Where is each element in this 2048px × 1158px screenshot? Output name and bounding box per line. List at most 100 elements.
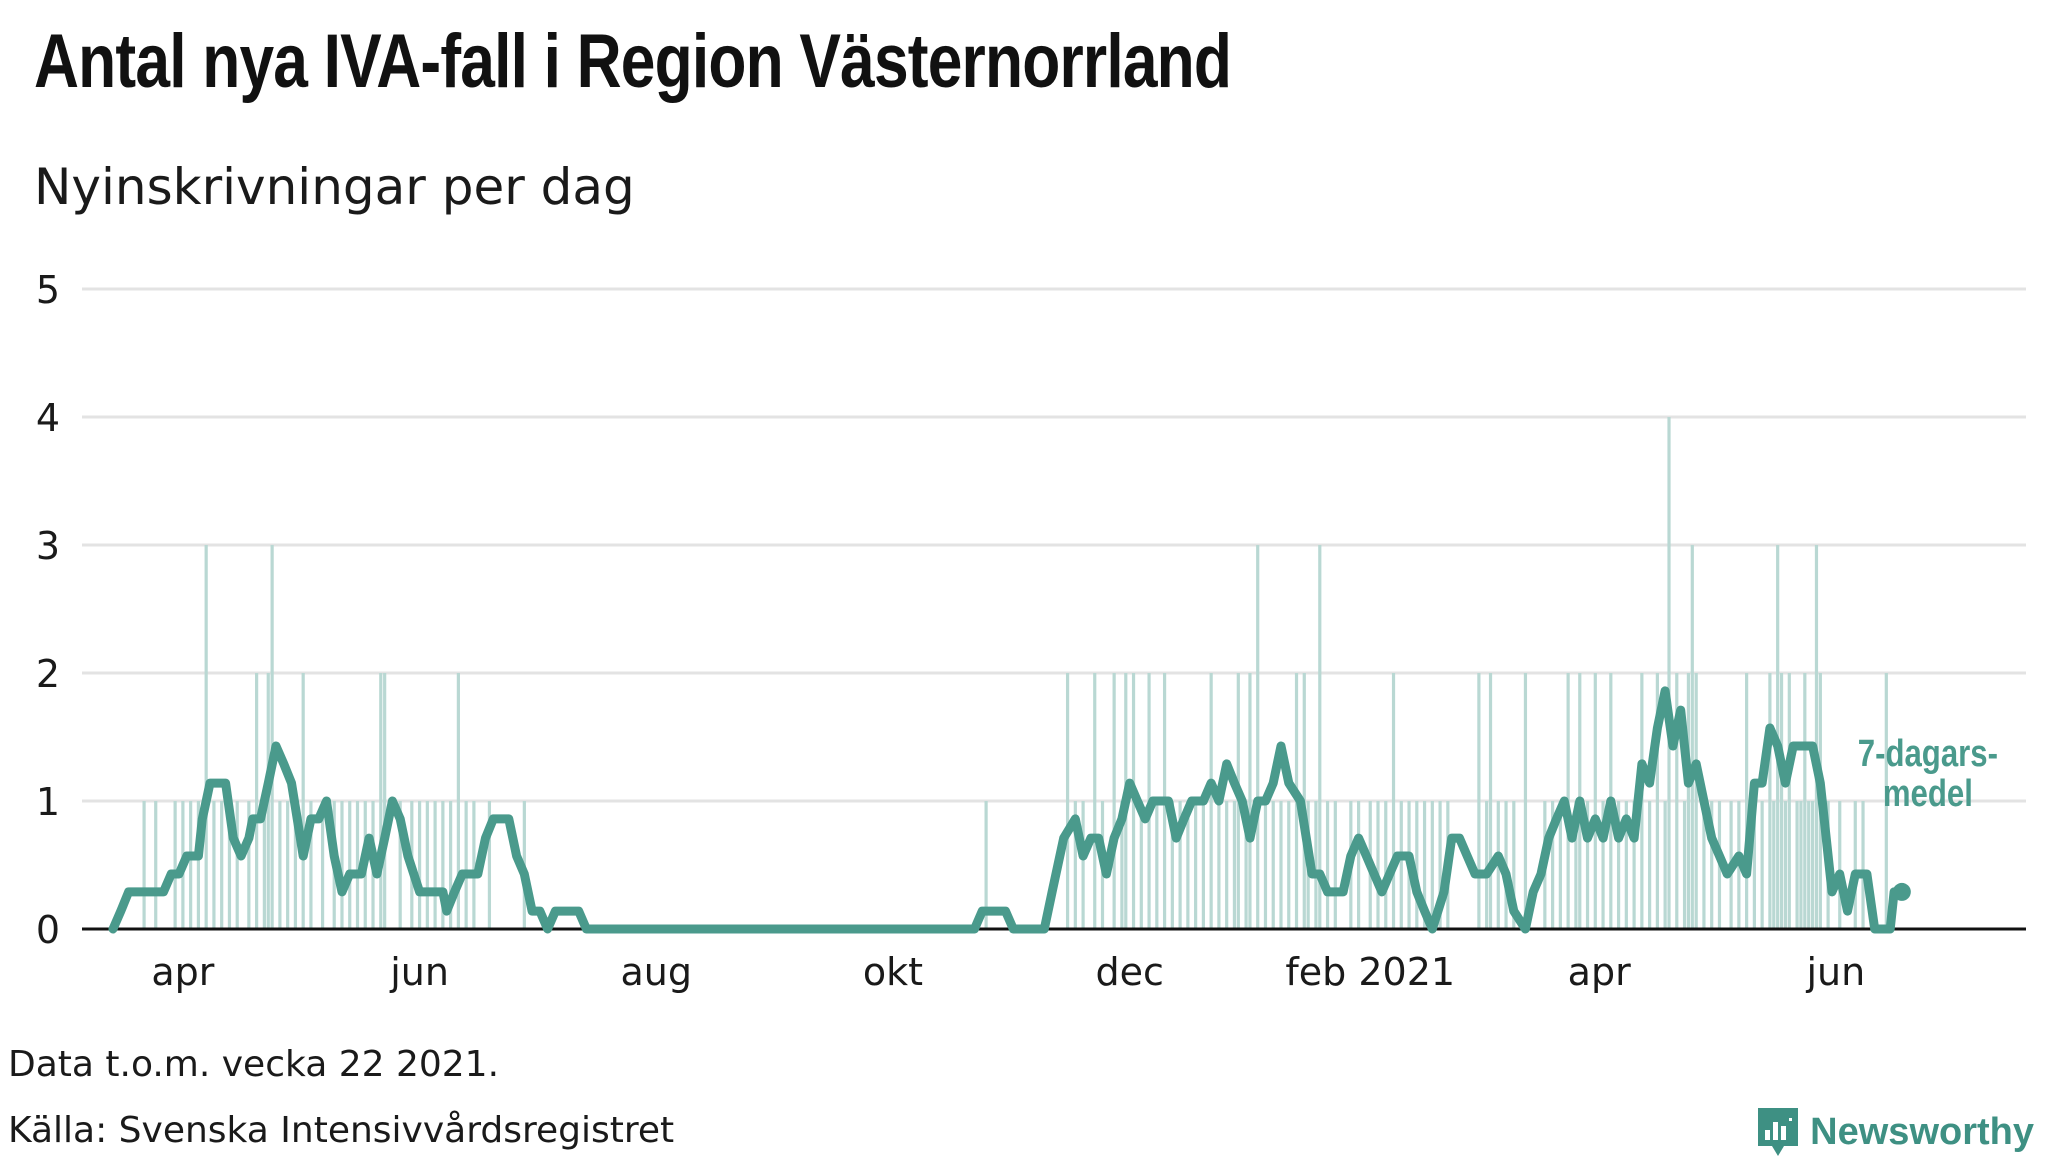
bar bbox=[204, 545, 208, 929]
bar bbox=[1438, 801, 1442, 929]
bar bbox=[441, 801, 445, 929]
bar bbox=[1120, 801, 1124, 929]
bar bbox=[1655, 673, 1659, 929]
bar bbox=[1616, 801, 1621, 929]
x-tick-label: okt bbox=[863, 950, 923, 994]
bar bbox=[286, 801, 290, 929]
bar bbox=[1232, 801, 1237, 929]
bar bbox=[1318, 545, 1322, 929]
bar bbox=[173, 801, 177, 929]
bar bbox=[379, 673, 383, 929]
bar bbox=[1884, 673, 1888, 929]
bar bbox=[449, 801, 453, 929]
bar bbox=[189, 801, 193, 929]
bar bbox=[340, 801, 344, 929]
line-end-dot bbox=[1892, 882, 1911, 901]
bar bbox=[398, 801, 402, 929]
x-tick-label: apr bbox=[151, 950, 214, 994]
bar bbox=[1139, 801, 1143, 929]
bar bbox=[1356, 801, 1361, 929]
bar bbox=[1314, 801, 1318, 929]
x-tick-label: dec bbox=[1095, 950, 1163, 994]
y-tick-label: 1 bbox=[36, 780, 60, 824]
bar bbox=[1279, 801, 1283, 929]
bar bbox=[1807, 801, 1811, 929]
bar bbox=[1170, 801, 1174, 929]
bar bbox=[255, 673, 259, 929]
bar bbox=[1178, 801, 1182, 929]
bar bbox=[1333, 801, 1337, 929]
bar bbox=[1430, 801, 1434, 929]
bar bbox=[1376, 801, 1380, 929]
bar bbox=[227, 801, 232, 929]
bar bbox=[355, 801, 360, 929]
bar bbox=[1772, 801, 1776, 929]
bar bbox=[1081, 801, 1085, 929]
x-tick-label: apr bbox=[1568, 950, 1631, 994]
bar bbox=[1799, 801, 1803, 929]
bar bbox=[464, 801, 468, 929]
bar bbox=[1477, 673, 1481, 929]
bar bbox=[1065, 673, 1070, 929]
bar bbox=[1710, 801, 1714, 929]
bar bbox=[1201, 801, 1205, 929]
bar bbox=[1248, 673, 1252, 929]
y-tick-label: 2 bbox=[36, 652, 60, 696]
bar bbox=[1838, 801, 1842, 929]
bar bbox=[1810, 801, 1815, 929]
bar bbox=[425, 801, 429, 929]
bar bbox=[1485, 801, 1489, 929]
bar bbox=[1422, 801, 1427, 929]
bar bbox=[1287, 801, 1291, 929]
bar bbox=[1194, 801, 1198, 929]
bar bbox=[1244, 801, 1248, 929]
bar bbox=[1391, 673, 1396, 929]
bar bbox=[1853, 801, 1857, 929]
bar bbox=[196, 801, 201, 929]
bar bbox=[1551, 801, 1555, 929]
bar bbox=[301, 673, 305, 929]
y-tick-label: 3 bbox=[36, 524, 60, 568]
chart-subtitle: Nyinskrivningar per dag bbox=[34, 158, 635, 216]
chart-title: Antal nya IVA-fall i Region Västernorrla… bbox=[34, 19, 1232, 104]
bar bbox=[1787, 673, 1791, 929]
bar bbox=[262, 801, 266, 929]
bar bbox=[456, 673, 460, 929]
bar bbox=[1667, 417, 1671, 929]
bar bbox=[1384, 801, 1388, 929]
bar bbox=[1415, 801, 1419, 929]
bar bbox=[472, 801, 476, 929]
bar bbox=[142, 801, 146, 929]
bar bbox=[212, 801, 216, 929]
bar bbox=[1271, 801, 1275, 929]
chart: 0 1 2 3 4 5 apr jun aug okt dec feb 2021 apr jun 7-d… bbox=[36, 268, 2026, 994]
brand-logo[interactable]: Newsworthy bbox=[1756, 1106, 2034, 1158]
bar bbox=[1745, 673, 1749, 929]
bar bbox=[1488, 673, 1493, 929]
bar bbox=[1624, 801, 1628, 929]
bar bbox=[1682, 801, 1687, 929]
bar bbox=[220, 801, 224, 929]
bar bbox=[1632, 801, 1636, 929]
bar bbox=[1690, 545, 1694, 929]
bar bbox=[270, 545, 274, 929]
bar bbox=[154, 801, 158, 929]
bar bbox=[1512, 801, 1516, 929]
bar bbox=[1601, 801, 1605, 929]
bar bbox=[1225, 801, 1229, 929]
x-axis: apr jun aug okt dec feb 2021 apr jun bbox=[151, 950, 1865, 994]
bar bbox=[247, 801, 251, 929]
x-tick-label: feb 2021 bbox=[1285, 950, 1455, 994]
bar bbox=[1702, 801, 1706, 929]
bar bbox=[1093, 673, 1097, 929]
bar bbox=[1795, 801, 1799, 929]
data-note: Data t.o.m. vecka 22 2021. bbox=[8, 1044, 500, 1085]
brand-name: Newsworthy bbox=[1810, 1110, 2034, 1153]
bar bbox=[1155, 801, 1159, 929]
bar bbox=[1256, 545, 1260, 929]
bar bbox=[1112, 673, 1116, 929]
bar bbox=[1574, 801, 1578, 929]
x-tick-label: aug bbox=[621, 950, 693, 994]
bar bbox=[1803, 673, 1807, 929]
bar bbox=[1585, 801, 1590, 929]
